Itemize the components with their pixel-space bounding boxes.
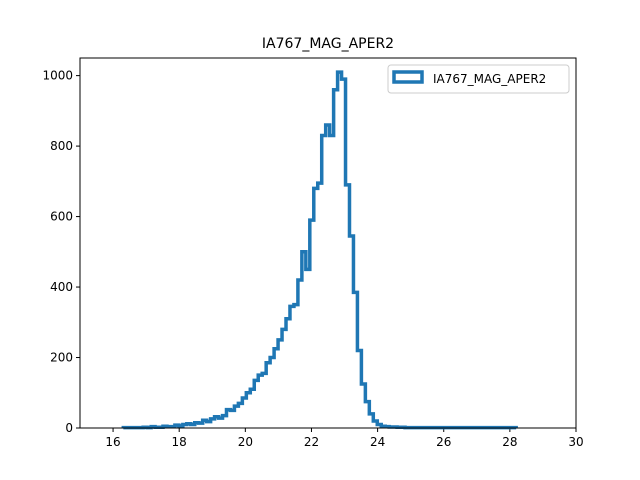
plot-frame — [79, 57, 577, 429]
y-tick-label: 1000 — [42, 69, 73, 83]
axis-ticks: 16 18 20 22 24 26 28 30 0 200 400 600 800 1000 — [42, 69, 583, 449]
y-tick-label: 600 — [50, 210, 73, 224]
y-tick-label: 0 — [65, 421, 73, 435]
y-tick-label: 800 — [50, 139, 73, 153]
y-tick-label: 200 — [50, 351, 73, 365]
legend-label: IA767_MAG_APER2 — [433, 72, 546, 86]
x-tick-label: 20 — [238, 435, 253, 449]
x-tick-label: 28 — [502, 435, 517, 449]
chart-title: IA767_MAG_APER2 — [262, 36, 394, 52]
x-tick-label: 22 — [304, 435, 319, 449]
x-tick-label: 16 — [105, 435, 120, 449]
x-tick-label: 30 — [568, 435, 583, 449]
x-tick-label: 18 — [172, 435, 187, 449]
x-tick-label: 26 — [436, 435, 451, 449]
legend-swatch — [392, 70, 424, 84]
legend: IA767_MAG_APER2 — [387, 64, 570, 94]
x-tick-label: 24 — [370, 435, 385, 449]
legend-box — [387, 64, 570, 94]
y-tick-label: 400 — [50, 280, 73, 294]
